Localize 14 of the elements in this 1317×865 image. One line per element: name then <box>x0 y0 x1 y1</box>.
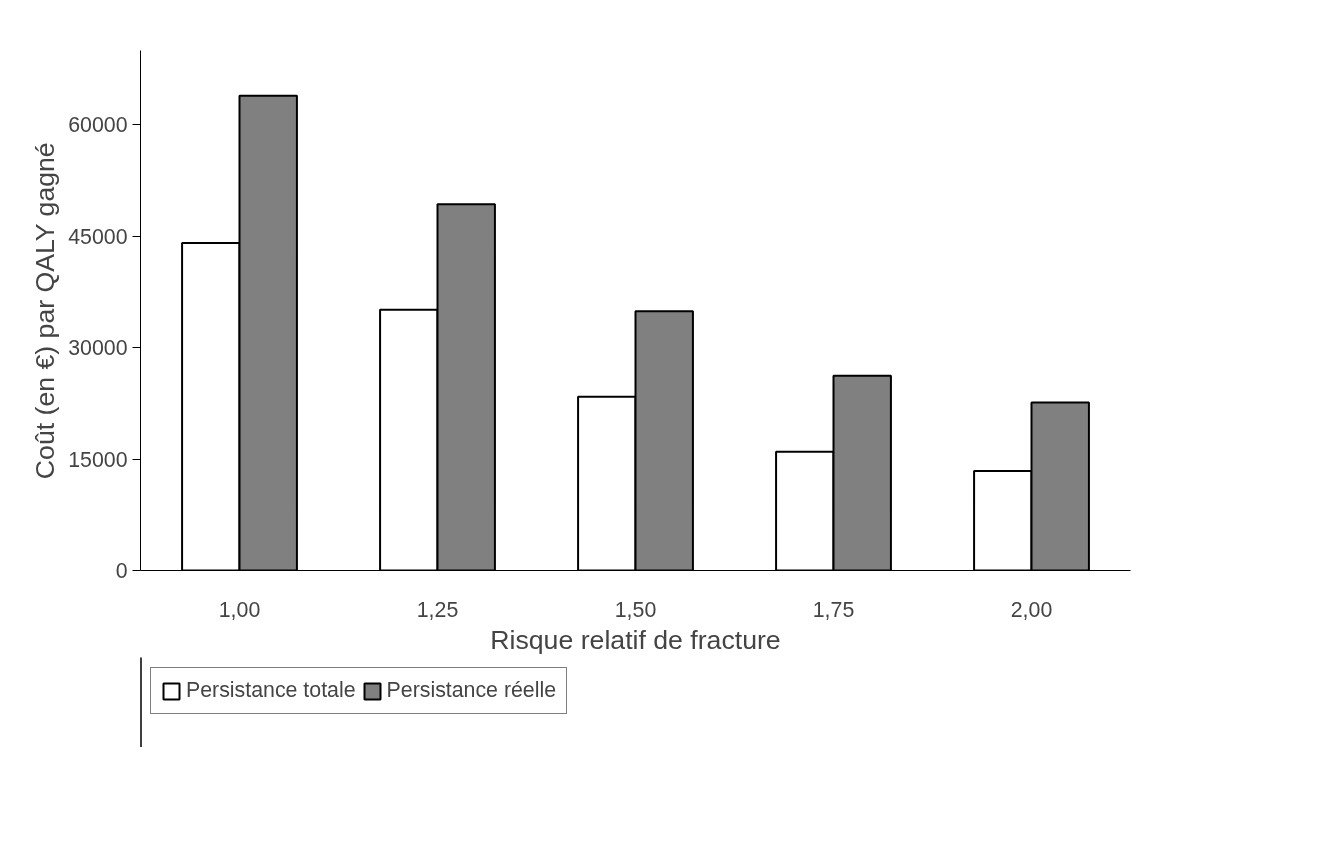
x-tick-label: 1,00 <box>218 597 261 622</box>
x-axis-title: Risque relatif de fracture <box>490 624 781 655</box>
legend-label: Persistance totale <box>186 678 356 703</box>
x-tick-label: 2,00 <box>1010 597 1053 622</box>
y-tick-label: 15000 <box>68 447 128 472</box>
legend-label: Persistance réelle <box>386 678 557 703</box>
y-tick-label: 0 <box>115 559 128 583</box>
y-axis-title: Coût (en €) par QALY gagné <box>30 142 61 480</box>
y-tick-label: 45000 <box>68 224 128 249</box>
y-tick-label: 60000 <box>68 113 128 138</box>
y-tick-label: 30000 <box>68 336 128 361</box>
x-tick-label: 1,50 <box>614 597 657 622</box>
x-tick-label: 1,75 <box>812 597 855 622</box>
x-tick-label: 1,25 <box>416 597 459 622</box>
